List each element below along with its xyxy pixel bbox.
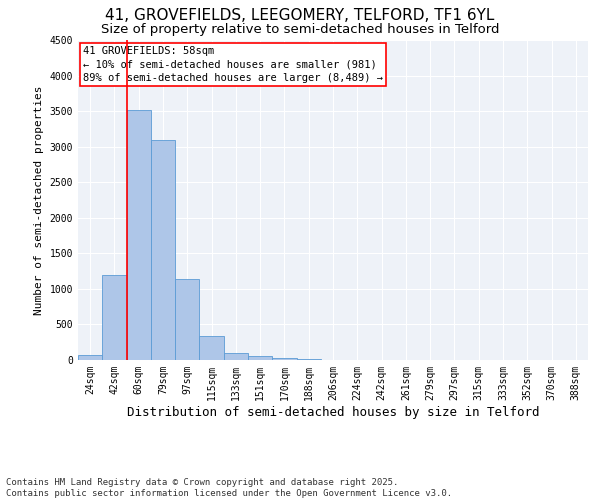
Text: Size of property relative to semi-detached houses in Telford: Size of property relative to semi-detach… <box>101 22 499 36</box>
Bar <box>175 279 199 360</box>
Bar <box>78 354 102 360</box>
Bar <box>151 140 175 360</box>
Text: 41 GROVEFIELDS: 58sqm
← 10% of semi-detached houses are smaller (981)
89% of sem: 41 GROVEFIELDS: 58sqm ← 10% of semi-deta… <box>83 46 383 83</box>
Y-axis label: Number of semi-detached properties: Number of semi-detached properties <box>34 85 44 315</box>
Text: Contains HM Land Registry data © Crown copyright and database right 2025.
Contai: Contains HM Land Registry data © Crown c… <box>6 478 452 498</box>
Bar <box>272 358 296 360</box>
Text: 41, GROVEFIELDS, LEEGOMERY, TELFORD, TF1 6YL: 41, GROVEFIELDS, LEEGOMERY, TELFORD, TF1… <box>106 8 494 22</box>
Bar <box>248 356 272 360</box>
Bar <box>127 110 151 360</box>
Bar <box>102 274 127 360</box>
X-axis label: Distribution of semi-detached houses by size in Telford: Distribution of semi-detached houses by … <box>127 406 539 418</box>
Bar <box>199 336 224 360</box>
Bar <box>224 353 248 360</box>
